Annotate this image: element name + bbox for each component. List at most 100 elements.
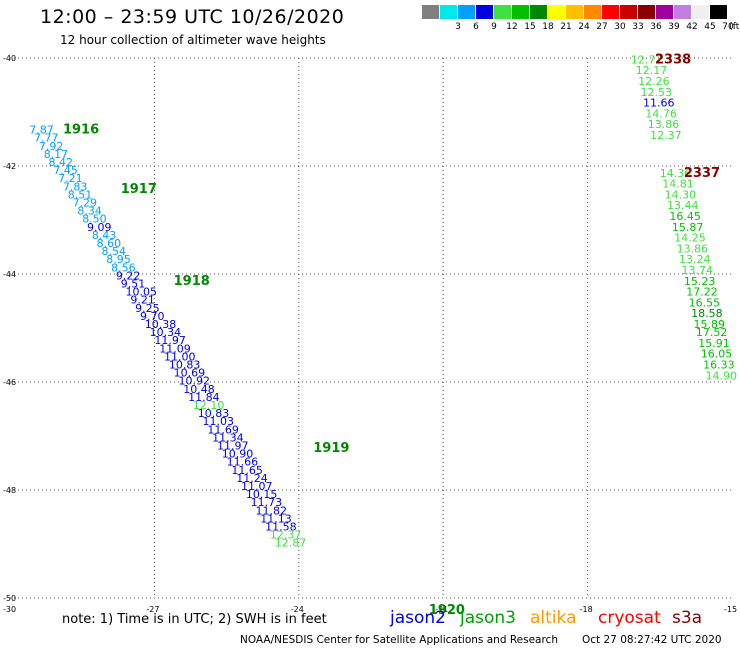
footer-credit: NOAA/NESDIS Center for Satellite Applica… xyxy=(240,634,558,646)
swh-value-label: 14.25 xyxy=(674,232,706,245)
swh-value-label: 8.50 xyxy=(82,213,107,226)
swh-value-label: 11.66 xyxy=(643,97,675,110)
color-swatch xyxy=(584,5,602,19)
color-scale-label: 30 xyxy=(614,22,626,32)
swh-value-label: 12.77 xyxy=(631,53,663,66)
lon-tick-label: -15 xyxy=(724,605,737,614)
color-scale-label: 24 xyxy=(578,22,590,32)
swh-value-label: 8.42 xyxy=(49,156,74,169)
color-swatch xyxy=(476,5,494,19)
color-swatch xyxy=(440,5,458,19)
swh-value-label: 7.29 xyxy=(73,197,98,210)
swh-value-label: 13.24 xyxy=(679,253,711,266)
swh-value-label: 14.90 xyxy=(706,369,738,382)
pass-time-label: 1920 xyxy=(429,603,465,618)
swh-value-label: 11.97 xyxy=(217,440,249,453)
swh-value-label: 16.45 xyxy=(669,210,701,223)
swh-value-label: 13.74 xyxy=(681,264,713,277)
swh-value-label: 8.43 xyxy=(92,229,117,242)
swh-value-label: 12.37 xyxy=(270,529,302,542)
swh-value-label: 13.86 xyxy=(677,242,709,255)
swh-value-label: 12.53 xyxy=(641,86,673,99)
color-swatch xyxy=(458,5,476,19)
satellite-legend-item: s3a xyxy=(672,608,703,628)
color-scale-label: 3 xyxy=(455,22,461,32)
color-swatch xyxy=(692,5,710,19)
swh-value-label: 8.17 xyxy=(44,148,68,161)
color-swatch xyxy=(548,5,566,19)
lon-tick-label: -24 xyxy=(291,605,304,614)
color-swatch xyxy=(656,5,674,19)
swh-value-label: 7.77 xyxy=(34,132,59,145)
time-labels: 1916 1917 1918 1919 1920 2338 2337 xyxy=(63,52,720,618)
swh-value-label: 11.58 xyxy=(265,521,297,534)
swh-value-label: 10.38 xyxy=(145,318,177,331)
swh-value-label: 10.34 xyxy=(150,326,182,339)
swh-value-label: 12.87 xyxy=(275,537,307,550)
units-note: note: 1) Time is in UTC; 2) SWH is in fe… xyxy=(62,612,327,627)
swh-value-label: 11.82 xyxy=(255,504,286,517)
swh-value-label: 8.54 xyxy=(101,245,126,258)
swh-value-label: 12.37 xyxy=(650,129,682,142)
lon-tick-label: -30 xyxy=(3,605,16,614)
swh-value-label: 14.76 xyxy=(645,107,677,120)
swh-value-label: 12.10 xyxy=(193,399,225,412)
map-title: 12:00 – 23:59 UTC 10/26/2020 xyxy=(40,6,345,28)
lon-tick-label: -27 xyxy=(146,605,159,614)
lat-tick-label: -46 xyxy=(3,378,16,387)
color-swatch xyxy=(674,5,692,19)
swh-value-label: 11.84 xyxy=(188,391,220,404)
swh-value-label: 9.09 xyxy=(87,221,112,234)
lat-tick-label: -42 xyxy=(3,162,16,171)
swh-value-label: 11.97 xyxy=(154,334,186,347)
pass-time-label: 2337 xyxy=(684,166,720,181)
axis-labels: -40 -42 -44 -46 -48 -50 -30 -27 -24 -21 -18 -15 xyxy=(3,54,737,614)
swh-value-label: 10.69 xyxy=(174,367,206,380)
lat-lon-grid xyxy=(10,57,732,599)
swh-value-label: 15.87 xyxy=(672,221,704,234)
pass-time-label: 2338 xyxy=(655,52,691,67)
swh-value-label: 18.58 xyxy=(691,307,723,320)
swh-value-label: 13.44 xyxy=(667,199,699,212)
swh-value-label: 11.09 xyxy=(159,342,191,355)
pass-time-label: 1916 xyxy=(63,123,99,138)
swh-value-label: 16.55 xyxy=(689,296,721,309)
swh-value-label: 9.25 xyxy=(135,302,160,315)
swh-value-label: 14.36 xyxy=(660,167,692,180)
swh-value-label: 8.95 xyxy=(106,253,130,266)
swh-value-label: 11.24 xyxy=(236,472,268,485)
color-swatch xyxy=(602,5,620,19)
satellite-legend-item: altika xyxy=(530,608,577,628)
swh-value-label: 10.48 xyxy=(183,383,215,396)
color-scale-label: 18 xyxy=(542,22,554,32)
color-scale-label: 39 xyxy=(668,22,680,32)
pass-time-label: 1918 xyxy=(174,274,210,289)
swh-value-label: 11.34 xyxy=(212,431,244,444)
swh-value-label: 14.81 xyxy=(662,178,694,191)
lat-tick-label: -48 xyxy=(3,486,16,495)
color-swatch xyxy=(710,5,728,19)
color-swatch xyxy=(638,5,656,19)
color-scale-label: 21 xyxy=(560,22,572,32)
lat-tick-label: -40 xyxy=(3,54,16,63)
color-swatch xyxy=(494,5,512,19)
lon-tick-label: -21 xyxy=(435,605,448,614)
color-scale-label: 36 xyxy=(650,22,662,32)
swh-value-label: 14.30 xyxy=(665,188,697,201)
color-scale-label: 45 xyxy=(704,22,716,32)
color-swatch xyxy=(422,5,440,19)
swh-value-label: 8.51 xyxy=(68,188,93,201)
swh-value-label: 7.21 xyxy=(58,172,82,185)
color-scale-label: 33 xyxy=(632,22,644,32)
color-scale-label: 70 xyxy=(722,22,734,32)
swh-value-label: 11.03 xyxy=(203,415,235,428)
lat-tick-label: -44 xyxy=(3,270,16,279)
swh-value-label: 10.05 xyxy=(126,286,157,299)
color-scale-label: 6 xyxy=(473,22,479,32)
footer-timestamp: Oct 27 08:27:42 UTC 2020 xyxy=(582,634,722,646)
swh-value-label: 8.34 xyxy=(77,205,102,218)
swh-value-label: 9.22 xyxy=(116,269,141,282)
pass-time-label: 1919 xyxy=(313,441,349,456)
map-subtitle: 12 hour collection of altimeter wave hei… xyxy=(60,33,326,47)
